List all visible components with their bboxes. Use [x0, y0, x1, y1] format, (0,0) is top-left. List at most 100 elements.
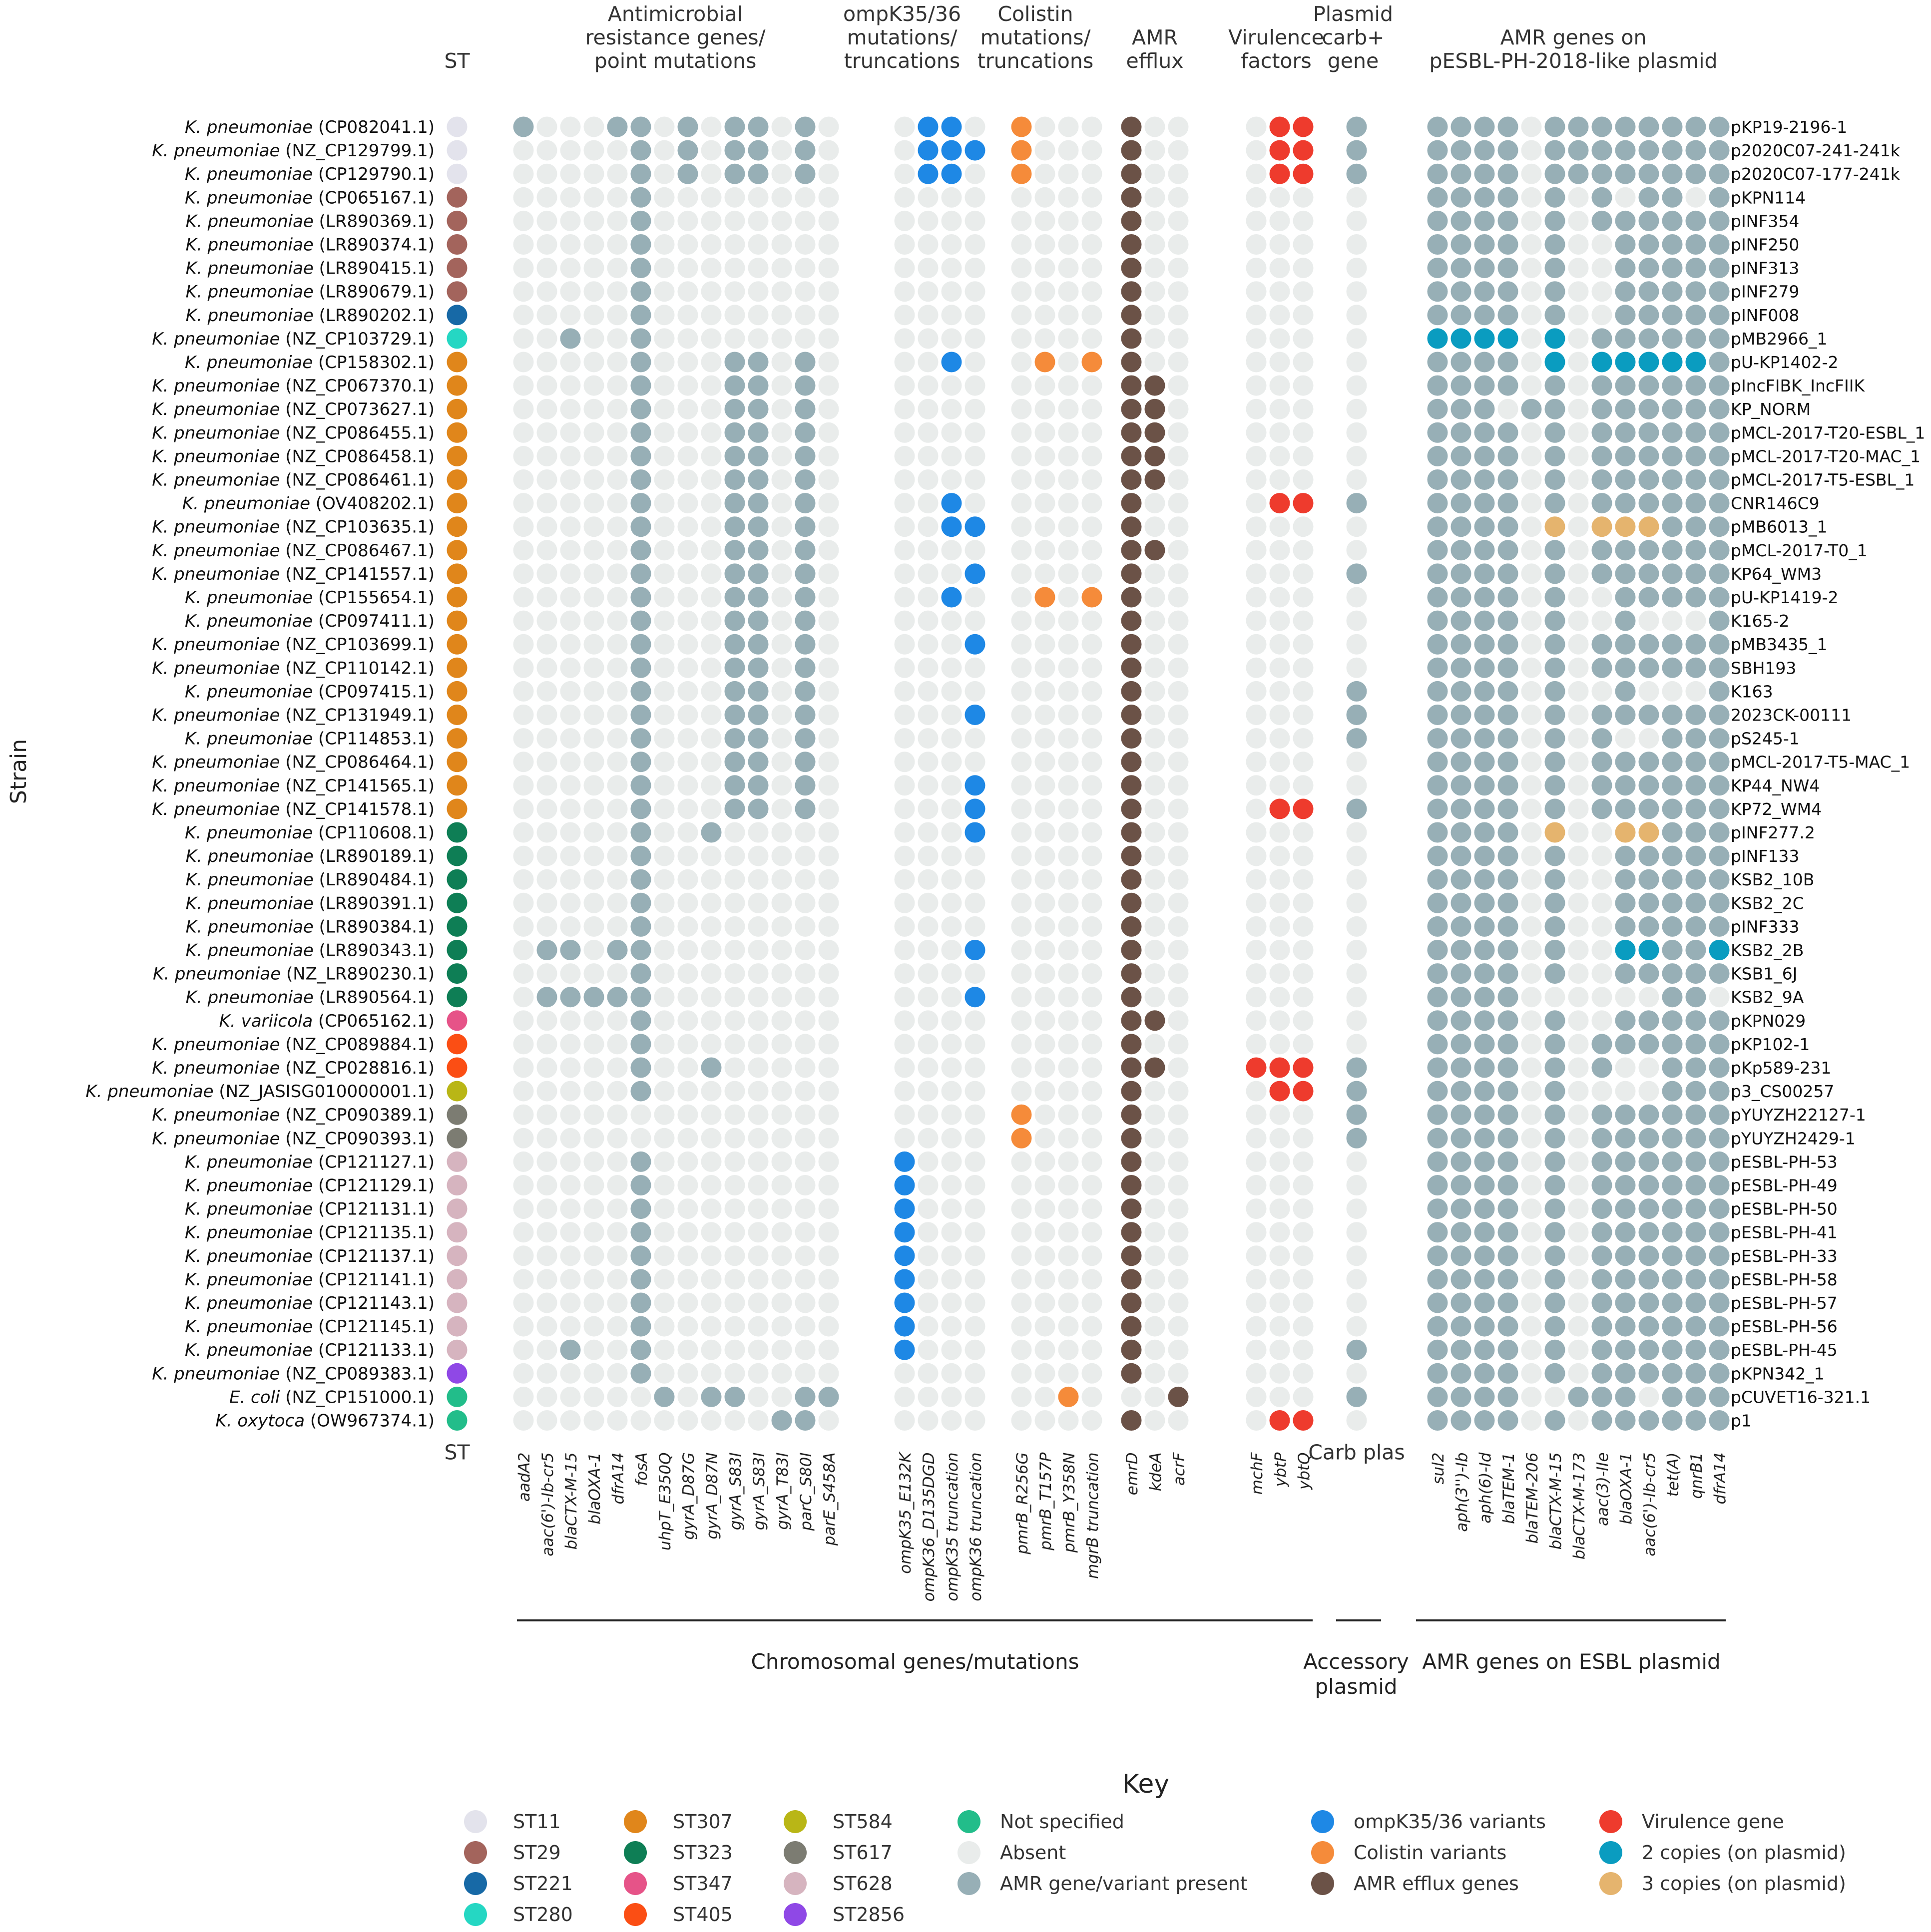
matrix-dot — [724, 798, 745, 819]
matrix-dot — [965, 798, 985, 819]
matrix-dot — [1168, 1292, 1189, 1313]
matrix-dot — [701, 1198, 722, 1219]
matrix-dot — [1269, 1175, 1290, 1195]
plasmid-label: pESBL-PH-33 — [1731, 1246, 1838, 1266]
strain-accession: (CP121135.1) — [313, 1223, 435, 1243]
matrix-dot — [1011, 705, 1032, 725]
matrix-dot — [1615, 540, 1636, 561]
matrix-dot — [560, 516, 581, 537]
matrix-dot — [894, 822, 915, 843]
matrix-dot — [1121, 422, 1142, 443]
matrix-dot — [1034, 940, 1055, 960]
matrix-dot — [724, 163, 745, 184]
matrix-dot — [630, 1128, 651, 1149]
matrix-dot — [1615, 1269, 1636, 1290]
matrix-dot — [1121, 116, 1142, 137]
matrix-dot — [724, 705, 745, 725]
matrix-dot — [1058, 445, 1079, 466]
matrix-dot — [513, 892, 534, 913]
matrix-dot — [1544, 563, 1565, 584]
table-row: K. pneumoniae (CP121145.1) pESBL-PH-56 — [185, 1316, 1838, 1337]
matrix-dot — [1474, 587, 1495, 608]
matrix-dot — [607, 869, 628, 890]
matrix-dot — [1269, 610, 1290, 631]
matrix-dot — [1346, 375, 1367, 396]
matrix-dot — [1346, 1128, 1367, 1149]
matrix-dot — [941, 116, 962, 137]
matrix-dot — [1081, 1057, 1102, 1078]
matrix-dot — [1685, 1339, 1706, 1360]
matrix-dot — [1497, 1198, 1518, 1219]
matrix-dot — [918, 187, 939, 208]
matrix-dot — [630, 140, 651, 161]
matrix-dot — [1144, 869, 1165, 890]
matrix-dot — [818, 258, 839, 279]
matrix-dot — [771, 657, 792, 678]
matrix-dot — [1474, 469, 1495, 490]
matrix-dot — [1144, 140, 1165, 161]
matrix-dot — [1058, 281, 1079, 302]
matrix-dot — [1521, 163, 1542, 184]
matrix-dot — [918, 445, 939, 466]
matrix-dot — [1450, 610, 1471, 631]
matrix-dot — [1427, 728, 1448, 749]
matrix-dot — [1346, 634, 1367, 655]
matrix-dot — [654, 1057, 675, 1078]
matrix-dot — [607, 563, 628, 584]
matrix-dot — [894, 375, 915, 396]
matrix-dot — [560, 469, 581, 490]
matrix-dot — [701, 987, 722, 1008]
legend-label: ST323 — [673, 1842, 733, 1864]
matrix-dot — [583, 516, 604, 537]
matrix-dot — [536, 1034, 557, 1055]
matrix-dot — [1638, 587, 1659, 608]
legend-label: Virulence gene — [1642, 1811, 1784, 1833]
column-label: pmrB_T157P — [1037, 1452, 1055, 1550]
matrix-dot — [1144, 987, 1165, 1008]
matrix-dot — [1427, 422, 1448, 443]
matrix-dot — [1246, 1128, 1267, 1149]
matrix-dot — [1544, 187, 1565, 208]
strain-accession: (NZ_CP089383.1) — [280, 1364, 435, 1384]
matrix-dot — [560, 258, 581, 279]
matrix-dot — [1293, 234, 1314, 255]
matrix-dot — [1662, 116, 1683, 137]
matrix-dot — [654, 798, 675, 819]
matrix-dot — [630, 610, 651, 631]
matrix-dot — [513, 728, 534, 749]
matrix-dot — [1709, 398, 1730, 419]
matrix-dot — [1662, 1010, 1683, 1031]
matrix-dot — [654, 1198, 675, 1219]
matrix-dot — [1685, 422, 1706, 443]
plasmid-label: pMB6013_1 — [1731, 517, 1828, 537]
strain-label: K. pneumoniae (CP158302.1) — [185, 353, 435, 373]
legend-swatch — [624, 1872, 647, 1895]
matrix-dot — [1497, 140, 1518, 161]
matrix-dot — [1144, 281, 1165, 302]
table-row: K. pneumoniae (CP121143.1) pESBL-PH-57 — [185, 1292, 1838, 1313]
matrix-dot — [1591, 1128, 1612, 1149]
matrix-dot — [724, 516, 745, 537]
column-label: fosA — [633, 1453, 651, 1486]
matrix-dot — [1168, 375, 1189, 396]
matrix-dot — [894, 281, 915, 302]
matrix-dot — [1269, 728, 1290, 749]
matrix-dot — [560, 1222, 581, 1243]
matrix-dot — [560, 540, 581, 561]
matrix-dot — [771, 469, 792, 490]
table-row: K. pneumoniae (CP110608.1) pINF277.2 — [185, 822, 1815, 843]
section-header-2-line-0: Colistin — [997, 2, 1073, 26]
legend-label: Colistin variants — [1354, 1842, 1506, 1864]
matrix-dot — [771, 798, 792, 819]
matrix-dot — [1427, 469, 1448, 490]
matrix-dot — [1474, 752, 1495, 773]
matrix-dot — [771, 987, 792, 1008]
matrix-dot — [701, 281, 722, 302]
table-row: K. pneumoniae (CP065167.1) pKPN114 — [185, 187, 1806, 208]
matrix-dot — [1521, 234, 1542, 255]
matrix-dot — [1246, 775, 1267, 796]
legend-swatch — [624, 1841, 647, 1864]
matrix-dot — [894, 940, 915, 960]
strain-species: K. pneumoniae — [186, 893, 314, 913]
matrix-dot — [1638, 798, 1659, 819]
